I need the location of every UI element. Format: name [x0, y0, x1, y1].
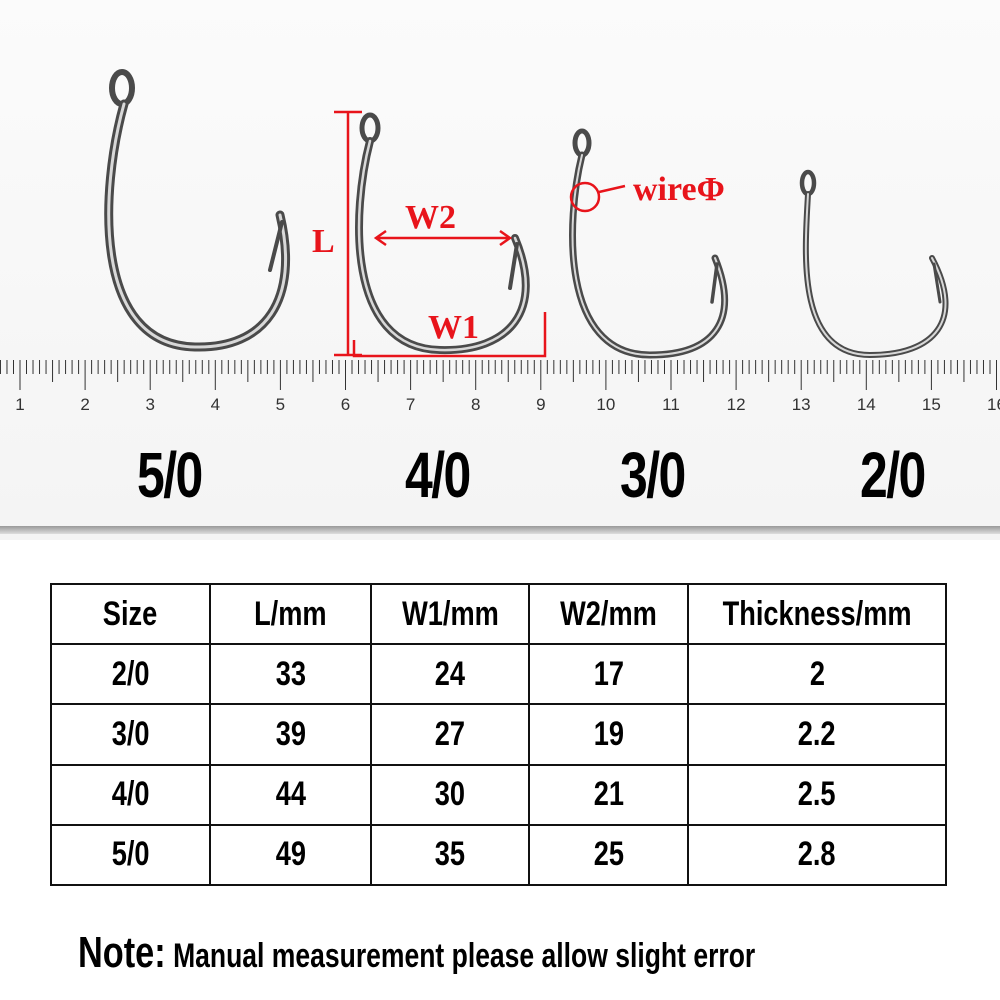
- measurement-annotations: [334, 110, 626, 358]
- size-label-5-0: 5/0: [137, 439, 203, 511]
- ruler-number: 15: [921, 395, 941, 414]
- ruler-number: 3: [145, 395, 155, 414]
- header-cell: L/mm: [254, 594, 327, 633]
- note: Note: Manual measurement please allow sl…: [78, 928, 755, 978]
- table-cell: 2: [809, 654, 825, 693]
- table-cell: 33: [275, 654, 306, 693]
- table-header-row: Size L/mm W1/mm W2/mm Thickness/mm: [50, 582, 947, 646]
- table-cell: 2.8: [798, 835, 836, 874]
- ruler-number: 4: [210, 395, 221, 414]
- ruler-number: 5: [275, 395, 286, 414]
- table-row: 3/0 39 27 19 2.2: [50, 703, 947, 766]
- wire-label: wireΦ: [633, 171, 725, 208]
- length-label: L: [312, 223, 335, 260]
- hook-2-0: [799, 169, 949, 359]
- ruler-number: 13: [791, 395, 811, 414]
- table-cell: 39: [275, 714, 306, 753]
- note-heading: Note:: [78, 928, 166, 977]
- table-cell: 24: [434, 654, 466, 693]
- ruler-number: 7: [405, 395, 416, 414]
- size-table: Size L/mm W1/mm W2/mm Thickness/mm 2/0 33…: [50, 582, 947, 887]
- table-cell: 30: [434, 775, 466, 814]
- table-cell: 25: [593, 835, 624, 874]
- table-cell: 4/0: [111, 775, 150, 814]
- ruler-number: 8: [470, 395, 481, 414]
- size-label-3-0: 3/0: [620, 439, 686, 511]
- table-cell: 5/0: [111, 835, 150, 874]
- w1-label: W1: [428, 309, 479, 346]
- table-cell: 3/0: [111, 714, 150, 753]
- ruler-number: 10: [596, 395, 616, 414]
- header-cell: W1/mm: [401, 594, 499, 633]
- header-cell: Size: [103, 594, 158, 633]
- table-cell: 19: [593, 714, 624, 753]
- ruler-number: 14: [856, 395, 876, 414]
- table-cell: 35: [434, 835, 466, 874]
- table-cell: 44: [275, 775, 306, 814]
- table-row: 5/0 49 35 25 2.8: [50, 823, 947, 887]
- ruler-number: 16: [987, 395, 1000, 414]
- size-label-4-0: 4/0: [405, 439, 471, 511]
- size-label-2-0: 2/0: [860, 439, 926, 511]
- w2-label: W2: [405, 199, 456, 236]
- header-cell: Thickness/mm: [722, 594, 912, 633]
- hooks-illustration: L W2 W1 wireΦ: [0, 69, 997, 390]
- hooks-photo: L W2 W1 wireΦ 12345678910111213141516 5/…: [0, 0, 1000, 540]
- ruler-edge: [0, 526, 1000, 534]
- ruler-number: 12: [726, 395, 746, 414]
- hook-4-0: [355, 112, 530, 355]
- ruler-number: 2: [80, 395, 90, 414]
- table-cell: 2/0: [111, 654, 150, 693]
- hook-5-0: [104, 69, 291, 352]
- table-cell: 2.2: [798, 714, 836, 753]
- header-cell: W2/mm: [560, 594, 657, 633]
- table-cell: 27: [434, 714, 466, 753]
- table-cell: 49: [275, 835, 306, 874]
- table-row: 4/0 44 30 21 2.5: [50, 763, 947, 826]
- table-row: 2/0 33 24 17 2: [50, 643, 947, 706]
- table-cell: 2.5: [798, 775, 836, 814]
- table-cell: 17: [593, 654, 624, 693]
- ruler-number: 11: [662, 395, 680, 414]
- ruler: [0, 360, 997, 390]
- ruler-number: 9: [536, 395, 546, 414]
- table-cell: 21: [593, 775, 624, 814]
- hook-3-0: [569, 128, 728, 359]
- ruler-number: 6: [340, 395, 351, 414]
- note-text: Manual measurement please allow slight e…: [165, 937, 756, 975]
- ruler-number: 1: [15, 395, 25, 414]
